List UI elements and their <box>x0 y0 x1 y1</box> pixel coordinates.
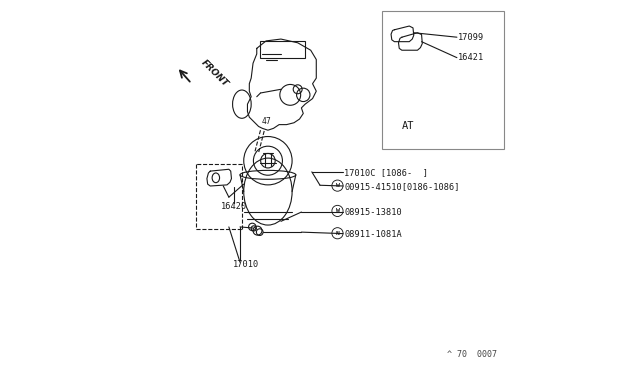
Text: 17010C [1086-  ]: 17010C [1086- ] <box>344 169 428 177</box>
Text: 16420: 16420 <box>221 202 248 211</box>
Text: 17099: 17099 <box>458 33 484 42</box>
Text: W: W <box>335 183 339 188</box>
Text: ^ 70  0007: ^ 70 0007 <box>447 350 497 359</box>
Text: N: N <box>335 231 339 236</box>
Text: 17010: 17010 <box>232 260 259 269</box>
Text: 00915-41510[0186-1086]: 00915-41510[0186-1086] <box>344 182 460 191</box>
Text: 16421: 16421 <box>458 53 484 62</box>
Text: AT: AT <box>402 122 414 131</box>
Text: 47: 47 <box>261 116 271 125</box>
Text: 08911-1081A: 08911-1081A <box>344 230 402 239</box>
Text: W: W <box>335 208 339 214</box>
Bar <box>383 11 504 149</box>
Bar <box>260 41 305 58</box>
Text: 08915-13810: 08915-13810 <box>344 208 402 217</box>
Text: FRONT: FRONT <box>199 58 230 89</box>
